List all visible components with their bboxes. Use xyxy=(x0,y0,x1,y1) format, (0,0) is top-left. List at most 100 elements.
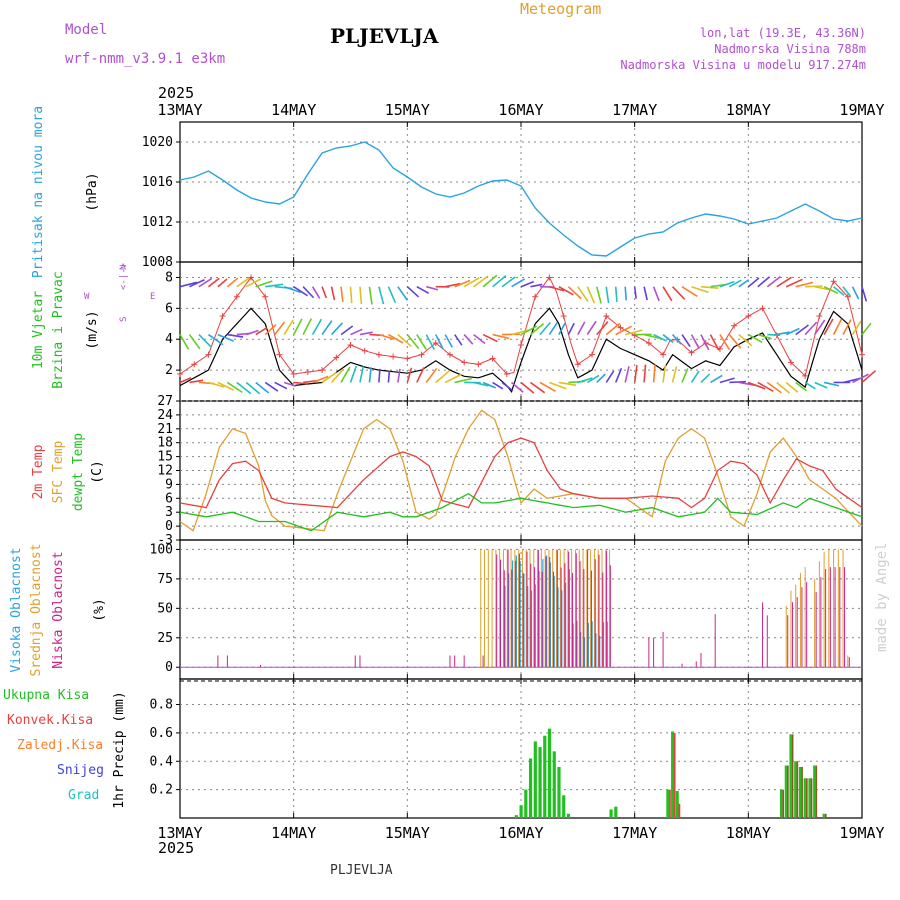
y-tick-label: 1020 xyxy=(142,135,173,150)
wind-arrow xyxy=(378,368,381,383)
wind-arrow xyxy=(321,320,333,336)
wind-arrow xyxy=(633,365,638,383)
time-axis: 13MAY 13MAY 14MAY 14MAY 15MAY 15MAY 16MAY 16MAY… xyxy=(157,101,884,842)
precip-total-bar xyxy=(609,809,613,818)
wind-unit: (m/s) xyxy=(85,310,100,349)
wind-arrow xyxy=(671,366,678,383)
model-altitude-label: Nadmorska Visina u modelu 917.274m xyxy=(620,58,866,72)
wind-arrow xyxy=(179,334,190,350)
wind-arrow xyxy=(349,365,358,383)
wind-arrow xyxy=(757,276,771,288)
panel-frame xyxy=(179,121,863,263)
wind-arrow xyxy=(236,277,250,288)
wind-arrow xyxy=(539,381,556,392)
wind-arrow xyxy=(596,286,602,304)
wind-arrow xyxy=(653,333,667,342)
precip-total-bar xyxy=(798,766,802,818)
wind-arrow xyxy=(492,381,504,390)
wind-arrow xyxy=(652,286,660,302)
precip-total-bar xyxy=(557,766,561,818)
wind-arrow xyxy=(548,322,558,336)
wind-arrow xyxy=(340,325,354,336)
year-top: 2025 xyxy=(158,84,194,102)
wind-arrow xyxy=(671,286,686,300)
precip-conv-bar xyxy=(673,732,676,818)
wind-arrow xyxy=(387,286,397,304)
wind-arrow xyxy=(445,282,461,288)
panel-frame xyxy=(179,539,863,680)
wind-arrow xyxy=(804,381,816,390)
wind-arrow xyxy=(795,381,808,392)
wind-arrow xyxy=(368,367,372,383)
wind-arrow xyxy=(577,286,589,302)
wind-arrow xyxy=(520,325,538,336)
wind-arrow xyxy=(265,283,284,288)
y-tick-label: 100 xyxy=(150,542,173,557)
precip-total-bar xyxy=(533,741,537,818)
wind-arrow xyxy=(444,334,453,348)
wind-arrow xyxy=(274,381,288,390)
precip-total-bar xyxy=(803,778,806,818)
model-label: Model xyxy=(65,22,107,38)
precip-total-bar xyxy=(538,747,542,818)
wind-arrow xyxy=(264,381,279,392)
wind-arrow xyxy=(766,381,782,394)
precip-total-bar xyxy=(822,813,825,818)
precip-conv-bar xyxy=(678,803,681,818)
wind-arrow xyxy=(747,277,760,288)
y-tick-label: 50 xyxy=(157,601,173,616)
cloud-panel: 0 25 50 75 100 xyxy=(150,539,863,680)
precip-total-bar xyxy=(519,805,523,818)
wind-arrow xyxy=(416,286,430,294)
precip-total-bar xyxy=(784,765,787,818)
svg-text:Zaledj.Kisa: Zaledj.Kisa xyxy=(17,738,103,753)
wind-arrow xyxy=(549,381,567,390)
wind-arrow xyxy=(378,333,395,341)
precip-conv-bar xyxy=(786,765,789,818)
wind-arrow xyxy=(738,333,753,347)
wind-arrow xyxy=(614,368,623,383)
wind-arrow xyxy=(226,381,243,394)
wind-arrow xyxy=(435,370,450,384)
precip-conv-bar xyxy=(801,766,803,818)
wind-arrow xyxy=(530,381,546,394)
y-tick-label: 6 xyxy=(165,301,173,316)
wind-arrow xyxy=(207,277,220,288)
wind-arrow xyxy=(492,333,510,340)
wind-arrow xyxy=(283,381,296,387)
wind-arrow xyxy=(709,334,720,351)
temp-unit: (C) xyxy=(90,460,105,483)
wind-arrow xyxy=(435,334,444,350)
wind-arrow xyxy=(729,380,746,384)
wind-arrow xyxy=(549,285,565,292)
altitude-label: Nadmorska Visina 788m xyxy=(714,42,866,56)
wind-arrow xyxy=(851,320,862,336)
model-name: wrf-nmm_v3.9.1 e3km xyxy=(65,51,225,67)
wind-arrow xyxy=(387,333,404,344)
wind-arrow xyxy=(463,277,480,288)
day-label-bottom: 19MAY xyxy=(839,824,884,842)
wind-arrow xyxy=(804,321,818,336)
precip-total-bar xyxy=(813,765,816,818)
wind-label-2: Brzina i Pravac xyxy=(51,271,66,388)
wind-arrow xyxy=(179,377,192,384)
wind-arrow xyxy=(747,333,763,344)
wind-arrow xyxy=(227,333,244,338)
y-tick-label: 15 xyxy=(157,450,173,465)
wind-arrow xyxy=(596,373,606,384)
wind-arrow xyxy=(207,333,224,346)
wind-arrow xyxy=(567,286,582,300)
y-tick-label: 0.2 xyxy=(150,783,173,798)
watermark: made by Angel xyxy=(874,542,890,652)
wind-arrow xyxy=(473,333,486,345)
wind-arrow xyxy=(785,327,800,336)
wind-arrow xyxy=(719,280,735,288)
wind-arrow xyxy=(785,278,803,288)
wind-arrow xyxy=(264,324,277,336)
y-tick-label: 4 xyxy=(165,332,173,347)
wind-arrow xyxy=(246,329,259,336)
sfc-temp-line xyxy=(179,409,863,532)
wind-arrow xyxy=(416,367,425,383)
cloud-unit: (%) xyxy=(92,598,107,621)
wind-arrow xyxy=(776,276,792,288)
